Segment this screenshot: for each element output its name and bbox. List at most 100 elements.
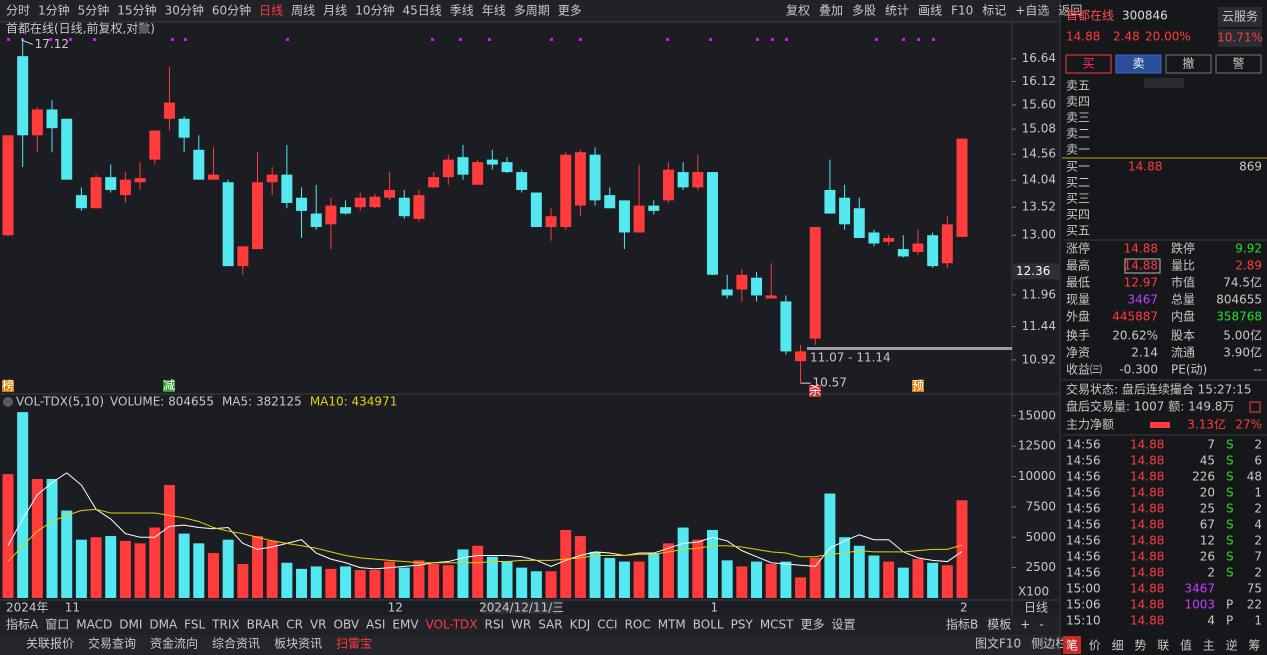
bottom-link[interactable]: 综合资讯: [212, 636, 260, 651]
sector: 云服务: [1222, 9, 1258, 24]
tool-button[interactable]: 复权: [786, 4, 810, 18]
period-button[interactable]: 10分钟: [355, 3, 394, 18]
bottom-link[interactable]: 关联报价: [26, 636, 74, 651]
indicator-tab[interactable]: VOL-TDX: [426, 618, 478, 632]
bid-label: 买四: [1066, 208, 1090, 222]
bottom-link[interactable]: 资金流向: [150, 636, 198, 651]
indicator-tab[interactable]: CCI: [597, 618, 617, 632]
side-tab[interactable]: 值: [1180, 638, 1192, 653]
trade-volume: 1003: [1184, 598, 1215, 612]
period-button[interactable]: 30分钟: [165, 3, 204, 18]
volume-bar: [325, 568, 337, 598]
candle-body: [369, 196, 381, 208]
indicator-tab[interactable]: OBV: [334, 618, 360, 632]
tool-button[interactable]: 标记: [982, 4, 1006, 18]
trade-volume: 25: [1200, 502, 1215, 516]
candle-body: [178, 118, 190, 138]
indicator-tab[interactable]: RSI: [485, 618, 505, 632]
side-tab[interactable]: 逆: [1226, 638, 1238, 653]
candle-body: [46, 109, 58, 129]
indicator-tab-right[interactable]: +: [1020, 618, 1030, 632]
period-button[interactable]: 60分钟: [212, 3, 251, 18]
candle-body: [941, 224, 953, 264]
indicator-tab[interactable]: DMI: [119, 618, 142, 632]
trade-volume: 2: [1207, 566, 1215, 580]
indicator-tab[interactable]: VR: [310, 618, 327, 632]
tool-button[interactable]: F10: [951, 4, 973, 18]
indicator-tab[interactable]: PSY: [731, 618, 754, 632]
bottom-link-right[interactable]: 图文F10: [975, 636, 1021, 651]
indicator-tab[interactable]: 窗口: [45, 618, 69, 632]
period-button[interactable]: 45日线: [402, 4, 441, 18]
main-net-value: 3.13亿: [1187, 417, 1226, 432]
volume-bar: [692, 539, 704, 598]
volume-bar: [883, 561, 895, 598]
period-button[interactable]: 多周期: [514, 4, 550, 18]
period-button[interactable]: 年线: [482, 4, 506, 18]
trade-button[interactable]: 撤: [1182, 56, 1194, 71]
indicator-tab[interactable]: BRAR: [247, 618, 280, 632]
volume-bar: [237, 563, 249, 598]
period-button[interactable]: 1分钟: [38, 3, 70, 18]
period-button[interactable]: 日线: [259, 4, 283, 18]
side-tab[interactable]: 主: [1203, 639, 1215, 653]
volume-bar: [296, 568, 308, 598]
side-tab[interactable]: 势: [1134, 639, 1146, 653]
indicator-tab[interactable]: MTM: [658, 618, 686, 632]
trade-time: 14:56: [1066, 438, 1101, 452]
side-tab[interactable]: 笔: [1066, 638, 1078, 653]
indicator-tab[interactable]: ROC: [625, 618, 651, 632]
indicator-tab[interactable]: 更多: [801, 618, 825, 632]
side-tab[interactable]: 联: [1157, 639, 1169, 653]
trade-button[interactable]: 买: [1082, 57, 1094, 71]
tool-button[interactable]: +自选: [1015, 4, 1049, 18]
indicator-tab[interactable]: TRIX: [211, 618, 239, 632]
range-bar: [807, 347, 1012, 350]
side-tab[interactable]: 细: [1112, 639, 1124, 653]
candle-body: [824, 189, 836, 214]
period-button[interactable]: 周线: [291, 4, 315, 18]
indicator-tab-right[interactable]: -: [1039, 618, 1043, 632]
tool-button[interactable]: 多股: [852, 4, 876, 18]
tool-button[interactable]: 返回: [1058, 4, 1082, 18]
indicator-tab[interactable]: 指标A: [6, 617, 39, 632]
indicator-tab[interactable]: ASI: [366, 618, 385, 632]
indicator-tab[interactable]: BOLL: [693, 618, 724, 632]
side-tab[interactable]: 筹: [1248, 639, 1260, 653]
indicator-tab[interactable]: 设置: [832, 618, 856, 632]
indicator-tab[interactable]: FSL: [184, 618, 205, 632]
candle-body: [31, 109, 43, 136]
trade-button[interactable]: 卖: [1132, 57, 1144, 71]
indicator-tab-right[interactable]: 指标B: [946, 617, 978, 632]
indicator-tab[interactable]: MACD: [76, 618, 112, 632]
tool-button[interactable]: 叠加: [819, 4, 843, 18]
stat-value: 358768: [1216, 310, 1262, 324]
tool-button[interactable]: 统计: [885, 4, 909, 18]
indicator-tab[interactable]: DMA: [149, 618, 178, 632]
bottom-link-right[interactable]: 侧边栏: [1031, 636, 1067, 651]
indicator-tab[interactable]: MCST: [760, 618, 794, 632]
candle-body: [692, 172, 704, 188]
indicator-tab[interactable]: KDJ: [570, 618, 591, 632]
indicator-tab[interactable]: SAR: [538, 618, 562, 632]
indicator-tab-right[interactable]: 模板: [987, 618, 1011, 632]
tool-button[interactable]: 画线: [918, 4, 942, 18]
stat-value: 14.88: [1124, 259, 1158, 273]
trade-time: 14:56: [1066, 470, 1101, 484]
period-button[interactable]: 月线: [323, 4, 347, 18]
trade-count: 48: [1247, 470, 1262, 484]
period-button[interactable]: 更多: [558, 4, 582, 18]
indicator-tab[interactable]: EMV: [392, 618, 419, 632]
indicator-tab[interactable]: WR: [511, 618, 531, 632]
period-button[interactable]: 季线: [450, 4, 474, 18]
indicator-tab[interactable]: CR: [286, 618, 303, 632]
period-button[interactable]: 分时: [6, 4, 30, 18]
bottom-link[interactable]: 扫雷宝: [336, 637, 372, 651]
bottom-link[interactable]: 交易查询: [88, 636, 136, 651]
period-button[interactable]: 15分钟: [117, 3, 156, 18]
side-tab[interactable]: 价: [1089, 639, 1101, 653]
period-button[interactable]: 5分钟: [78, 3, 110, 18]
trade-side: S: [1226, 518, 1234, 532]
bottom-link[interactable]: 板块资讯: [274, 637, 322, 651]
trade-button[interactable]: 警: [1232, 56, 1244, 71]
